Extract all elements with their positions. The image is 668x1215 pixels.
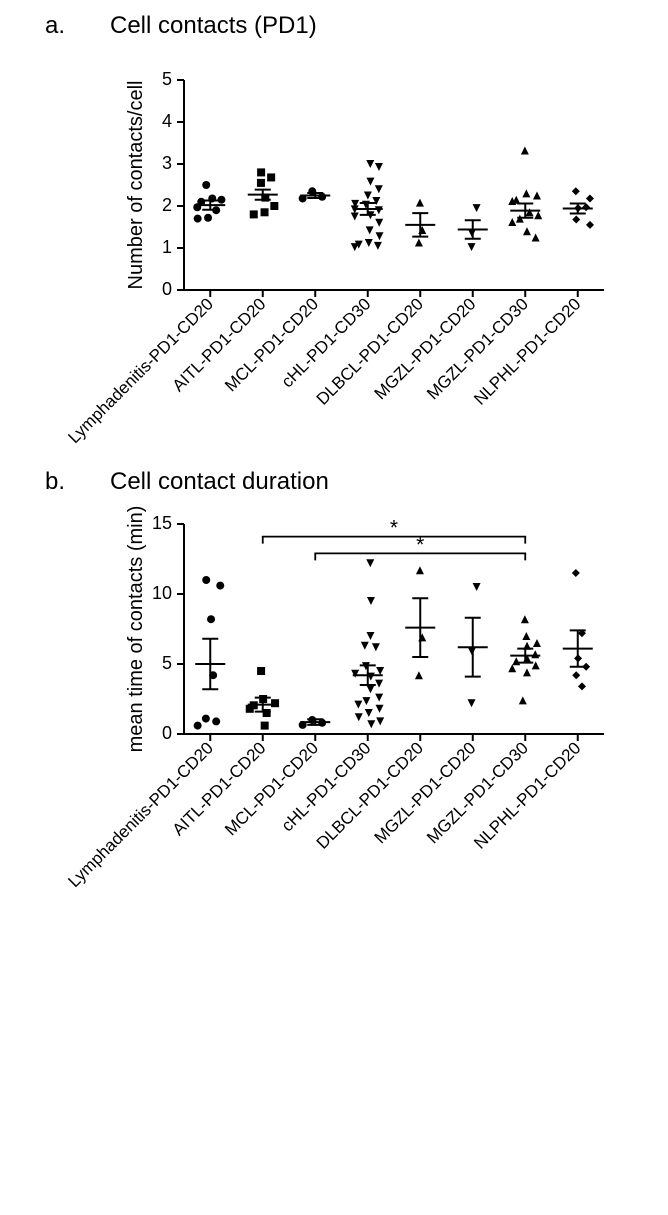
svg-text:AITL-PD1-CD20: AITL-PD1-CD20 [169, 738, 270, 839]
svg-text:*: * [416, 533, 424, 556]
scatter-plot: 012345Number of contacts/cellLymphadenit… [130, 60, 630, 478]
page: a. Cell contacts (PD1) 0 1 2 3 4 5 Number of c… [0, 0, 668, 1215]
chart-a: 012345Number of contacts/cellLymphadenit… [130, 60, 630, 478]
svg-text:Number of contacts/cell: Number of contacts/cell [125, 81, 147, 290]
svg-text:cHL-PD1-CD30: cHL-PD1-CD30 [278, 738, 375, 835]
panel-a-tag: a. [45, 12, 65, 40]
panel-a-title: Cell contacts (PD1) [110, 12, 317, 40]
svg-text:3: 3 [162, 153, 172, 173]
chart-b: 051015mean time of contacts (min)Lymphad… [130, 504, 630, 1038]
svg-text:mean time of contacts (min): mean time of contacts (min) [125, 506, 147, 753]
svg-text:MCL-PD1-CD20: MCL-PD1-CD20 [221, 294, 322, 395]
scatter-plot: 051015mean time of contacts (min)Lymphad… [130, 504, 630, 1038]
svg-text:MCL-PD1-CD20: MCL-PD1-CD20 [221, 738, 322, 839]
panel-b-tag: b. [45, 468, 65, 496]
svg-text:10: 10 [152, 583, 172, 603]
svg-text:0: 0 [162, 723, 172, 743]
svg-text:AITL-PD1-CD20: AITL-PD1-CD20 [169, 294, 270, 395]
svg-text:5: 5 [162, 653, 172, 673]
svg-text:15: 15 [152, 513, 172, 533]
svg-text:*: * [390, 517, 398, 540]
svg-text:4: 4 [162, 111, 172, 131]
svg-text:5: 5 [162, 69, 172, 89]
svg-text:cHL-PD1-CD30: cHL-PD1-CD30 [278, 294, 375, 391]
panel-b-title: Cell contact duration [110, 468, 329, 496]
svg-text:2: 2 [162, 195, 172, 215]
svg-text:0: 0 [162, 279, 172, 299]
svg-text:1: 1 [162, 237, 172, 257]
